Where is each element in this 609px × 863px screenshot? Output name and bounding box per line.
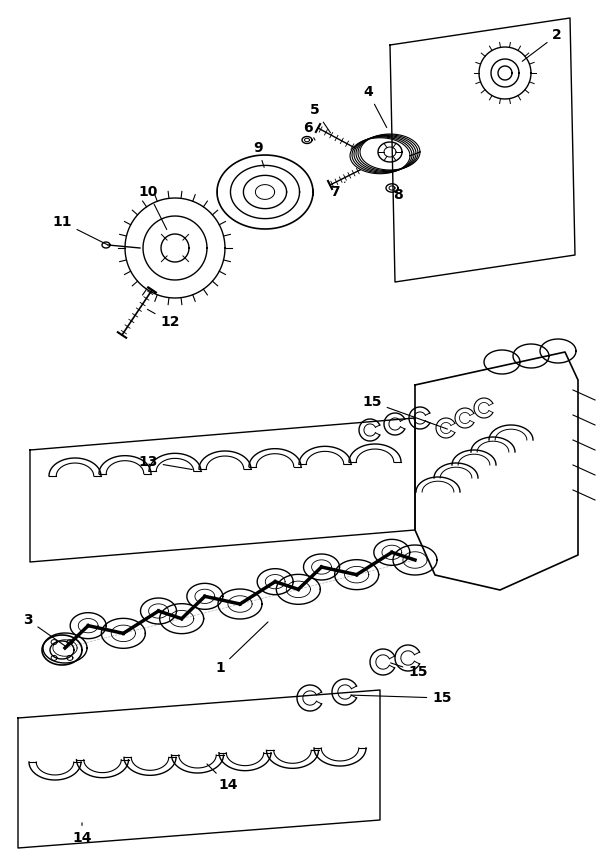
- Text: 9: 9: [253, 141, 264, 167]
- Text: 5: 5: [310, 103, 331, 133]
- Text: 1: 1: [215, 622, 268, 675]
- Text: 13: 13: [138, 455, 192, 469]
- Text: 11: 11: [52, 215, 108, 245]
- Text: 10: 10: [138, 185, 167, 230]
- Text: 8: 8: [393, 188, 403, 202]
- Text: 14: 14: [207, 764, 238, 792]
- Text: 15: 15: [390, 663, 428, 679]
- Text: 6: 6: [303, 121, 315, 140]
- Text: 15: 15: [362, 395, 448, 429]
- Text: 14: 14: [72, 822, 92, 845]
- Text: 15: 15: [351, 691, 452, 705]
- Text: 12: 12: [147, 309, 180, 329]
- Text: 3: 3: [23, 613, 66, 646]
- Text: 4: 4: [363, 85, 387, 128]
- Text: 7: 7: [330, 182, 345, 199]
- Text: 2: 2: [522, 28, 562, 61]
